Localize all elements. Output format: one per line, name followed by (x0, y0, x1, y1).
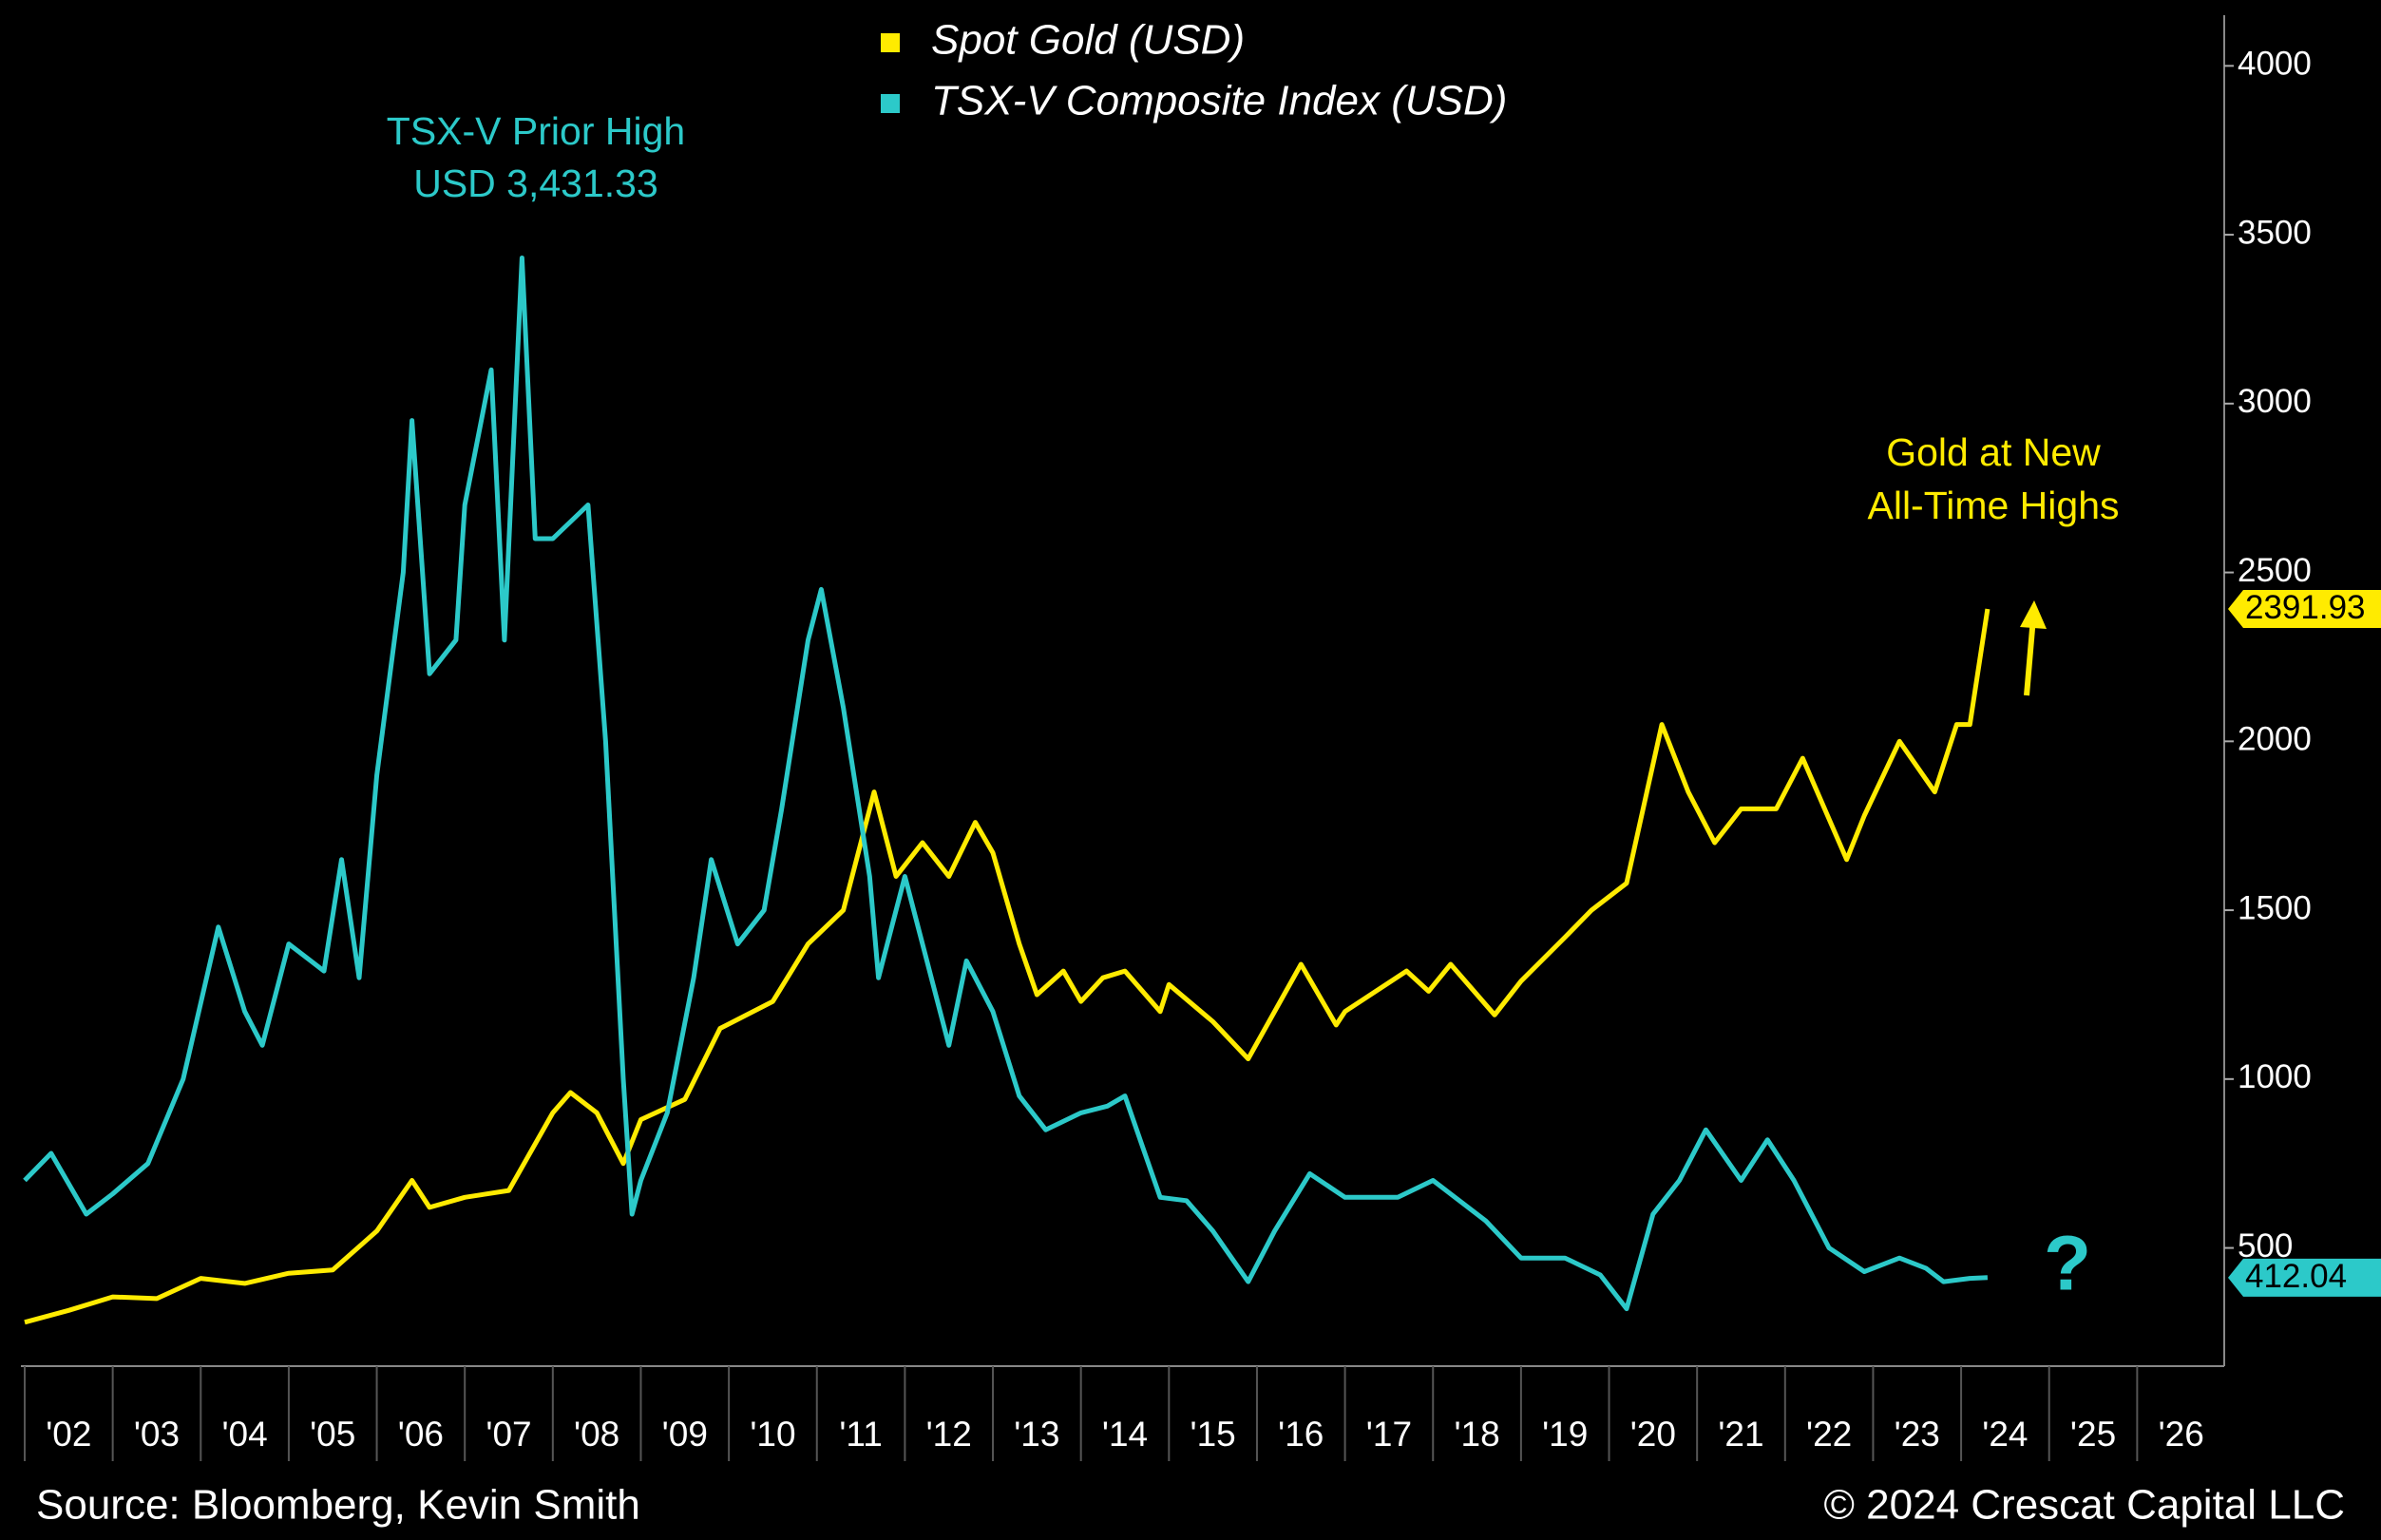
x-tick-label: '08 (574, 1415, 619, 1454)
x-tick-label: '09 (662, 1415, 708, 1454)
y-tick-label: 1500 (2238, 889, 2312, 926)
x-tick-label: '25 (2070, 1415, 2116, 1454)
copyright: © 2024 Crescat Capital LLC (1824, 1482, 2345, 1529)
x-tick-label: '23 (1895, 1415, 1940, 1454)
legend-swatch (881, 94, 900, 113)
value-label-box (2228, 589, 2381, 628)
x-tick-label: '17 (1366, 1415, 1412, 1454)
y-tick-label: 4000 (2238, 46, 2312, 83)
x-tick-label: '10 (750, 1415, 795, 1454)
y-tick-label: 2500 (2238, 552, 2312, 589)
x-tick-label: '19 (1542, 1415, 1588, 1454)
x-tick-label: '07 (486, 1415, 531, 1454)
annotation: All-Time Highs (1867, 484, 2119, 527)
x-tick-label: '26 (2159, 1415, 2204, 1454)
x-tick-label: '18 (1454, 1415, 1499, 1454)
y-tick-label: 500 (2238, 1227, 2293, 1264)
annotation: Gold at New (1886, 430, 2101, 474)
x-tick-label: '22 (1806, 1415, 1852, 1454)
series-line (23, 256, 1989, 1312)
x-tick-label: '13 (1014, 1415, 1059, 1454)
y-tick-label: 2000 (2238, 721, 2312, 758)
annotation: ? (2044, 1221, 2091, 1307)
y-tick-label: 3000 (2238, 383, 2312, 420)
x-tick-label: '03 (134, 1415, 180, 1454)
x-tick-label: '24 (1982, 1415, 2028, 1454)
y-tick-label: 1000 (2238, 1058, 2312, 1095)
x-tick-label: '11 (839, 1415, 882, 1454)
annotation: USD 3,431.33 (413, 162, 658, 205)
x-tick-label: '04 (221, 1415, 267, 1454)
legend-label: TSX-V Composite Index (USD) (931, 78, 1507, 124)
x-tick-label: '02 (46, 1415, 91, 1454)
value-label-box (2228, 1258, 2381, 1297)
y-tick-label: 3500 (2238, 214, 2312, 251)
annotation: TSX-V Prior High (387, 109, 685, 153)
arrow-head (2020, 600, 2047, 629)
x-tick-label: '06 (398, 1415, 444, 1454)
value-label: 412.04 (2245, 1258, 2347, 1295)
x-tick-label: '16 (1278, 1415, 1324, 1454)
legend-swatch (881, 33, 900, 52)
x-tick-label: '12 (926, 1415, 972, 1454)
series-line (24, 608, 1991, 1325)
arrow (2024, 617, 2036, 696)
x-tick-label: '21 (1718, 1415, 1763, 1454)
legend-label: Spot Gold (USD) (931, 17, 1245, 64)
x-tick-label: '15 (1190, 1415, 1236, 1454)
x-tick-label: '14 (1102, 1415, 1148, 1454)
x-tick-label: '05 (310, 1415, 355, 1454)
value-label: 2391.93 (2245, 589, 2366, 626)
x-tick-label: '20 (1630, 1415, 1676, 1454)
source: Source: Bloomberg, Kevin Smith (36, 1482, 640, 1529)
